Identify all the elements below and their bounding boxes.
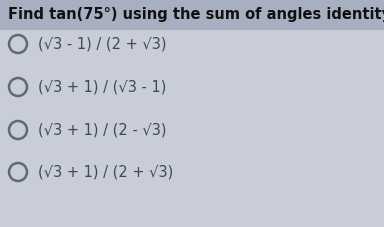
Bar (0, 0, 384, 30)
Text: (√3 + 1) / (2 + √3): (√3 + 1) / (2 + √3) (38, 165, 173, 180)
Text: (√3 - 1) / (2 + √3): (√3 - 1) / (2 + √3) (38, 37, 167, 52)
Text: (√3 + 1) / (√3 - 1): (√3 + 1) / (√3 - 1) (38, 79, 166, 94)
Text: (√3 + 1) / (2 - √3): (√3 + 1) / (2 - √3) (38, 123, 167, 138)
Text: Find tan(75°) using the sum of angles identity.: Find tan(75°) using the sum of angles id… (8, 7, 384, 22)
